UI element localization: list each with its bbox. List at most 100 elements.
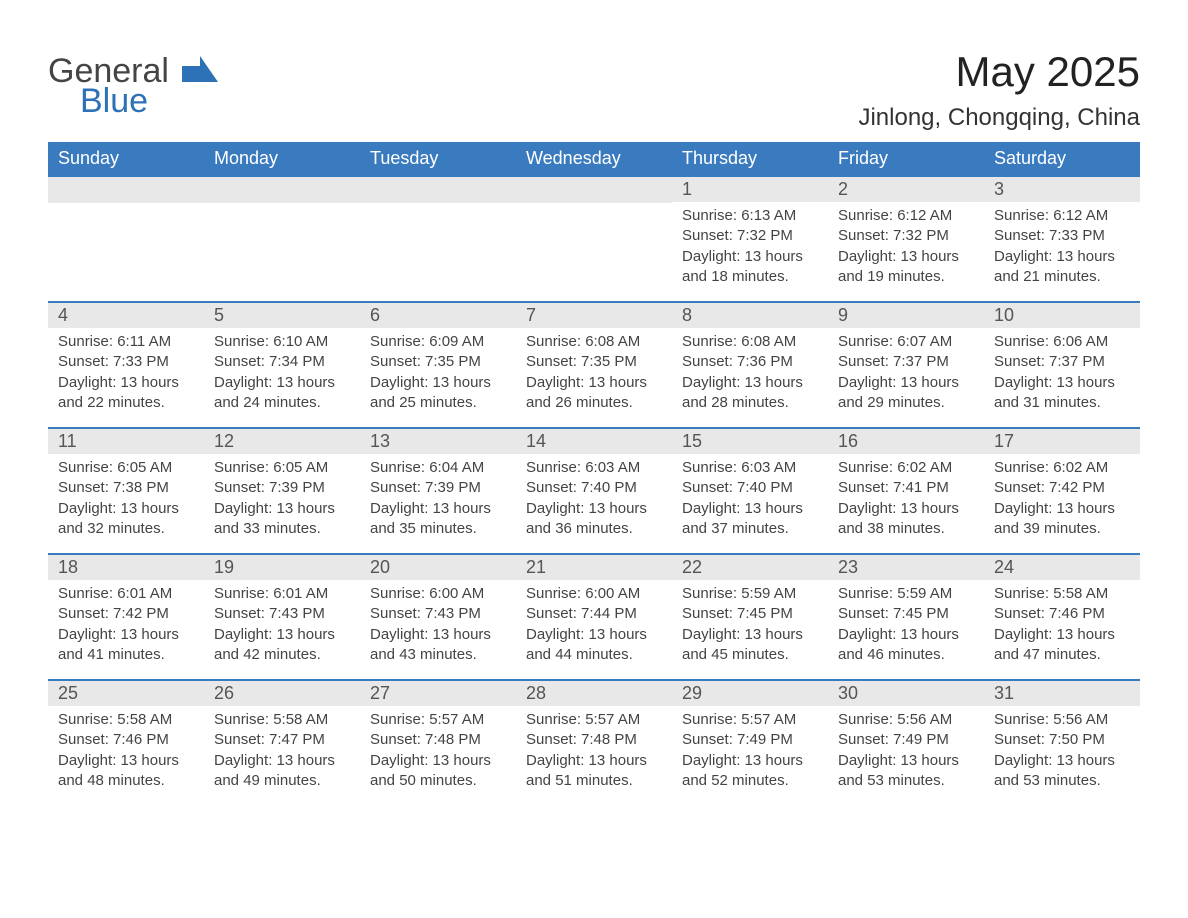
sunrise-line: Sunrise: 5:58 AM xyxy=(994,584,1130,604)
day-number: 15 xyxy=(672,429,828,454)
sunset-line: Sunset: 7:46 PM xyxy=(994,604,1130,624)
day-data: Sunrise: 6:01 AMSunset: 7:43 PMDaylight:… xyxy=(204,580,360,675)
calendar-week-row: 25Sunrise: 5:58 AMSunset: 7:46 PMDayligh… xyxy=(48,680,1140,806)
day-number: 29 xyxy=(672,681,828,706)
sunset-line: Sunset: 7:44 PM xyxy=(526,604,662,624)
day-data: Sunrise: 5:59 AMSunset: 7:45 PMDaylight:… xyxy=(672,580,828,675)
calendar-day-cell: 7Sunrise: 6:08 AMSunset: 7:35 PMDaylight… xyxy=(516,302,672,428)
day-number: 17 xyxy=(984,429,1140,454)
daylight-line: Daylight: 13 hours and 21 minutes. xyxy=(994,247,1130,288)
calendar-week-row: 1Sunrise: 6:13 AMSunset: 7:32 PMDaylight… xyxy=(48,176,1140,302)
calendar-day-cell: 24Sunrise: 5:58 AMSunset: 7:46 PMDayligh… xyxy=(984,554,1140,680)
calendar-day-cell: 18Sunrise: 6:01 AMSunset: 7:42 PMDayligh… xyxy=(48,554,204,680)
calendar-day-cell: 3Sunrise: 6:12 AMSunset: 7:33 PMDaylight… xyxy=(984,176,1140,302)
day-data: Sunrise: 5:57 AMSunset: 7:49 PMDaylight:… xyxy=(672,706,828,801)
calendar-day-cell: 1Sunrise: 6:13 AMSunset: 7:32 PMDaylight… xyxy=(672,176,828,302)
day-data: Sunrise: 5:58 AMSunset: 7:46 PMDaylight:… xyxy=(984,580,1140,675)
weekday-header-row: Sunday Monday Tuesday Wednesday Thursday… xyxy=(48,142,1140,176)
sunrise-line: Sunrise: 5:59 AM xyxy=(682,584,818,604)
weekday-header: Monday xyxy=(204,142,360,176)
day-data: Sunrise: 6:12 AMSunset: 7:33 PMDaylight:… xyxy=(984,202,1140,297)
daylight-line: Daylight: 13 hours and 53 minutes. xyxy=(994,751,1130,792)
calendar-day-cell: 26Sunrise: 5:58 AMSunset: 7:47 PMDayligh… xyxy=(204,680,360,806)
sunrise-line: Sunrise: 6:06 AM xyxy=(994,332,1130,352)
calendar-day-cell: 12Sunrise: 6:05 AMSunset: 7:39 PMDayligh… xyxy=(204,428,360,554)
sunset-line: Sunset: 7:35 PM xyxy=(526,352,662,372)
calendar-day-cell: 11Sunrise: 6:05 AMSunset: 7:38 PMDayligh… xyxy=(48,428,204,554)
weekday-header: Friday xyxy=(828,142,984,176)
daylight-line: Daylight: 13 hours and 36 minutes. xyxy=(526,499,662,540)
day-number-empty xyxy=(516,177,672,203)
daylight-line: Daylight: 13 hours and 32 minutes. xyxy=(58,499,194,540)
sunset-line: Sunset: 7:39 PM xyxy=(370,478,506,498)
calendar-day-cell: 4Sunrise: 6:11 AMSunset: 7:33 PMDaylight… xyxy=(48,302,204,428)
sunrise-line: Sunrise: 6:01 AM xyxy=(214,584,350,604)
calendar-day-cell: 22Sunrise: 5:59 AMSunset: 7:45 PMDayligh… xyxy=(672,554,828,680)
weekday-header: Tuesday xyxy=(360,142,516,176)
day-number-empty xyxy=(204,177,360,203)
calendar-day-cell: 10Sunrise: 6:06 AMSunset: 7:37 PMDayligh… xyxy=(984,302,1140,428)
sunrise-line: Sunrise: 5:57 AM xyxy=(682,710,818,730)
sunset-line: Sunset: 7:42 PM xyxy=(58,604,194,624)
calendar-day-cell xyxy=(516,176,672,302)
calendar-day-cell xyxy=(204,176,360,302)
day-number: 12 xyxy=(204,429,360,454)
day-number: 2 xyxy=(828,177,984,202)
sunset-line: Sunset: 7:35 PM xyxy=(370,352,506,372)
daylight-line: Daylight: 13 hours and 48 minutes. xyxy=(58,751,194,792)
daylight-line: Daylight: 13 hours and 38 minutes. xyxy=(838,499,974,540)
day-data: Sunrise: 6:02 AMSunset: 7:42 PMDaylight:… xyxy=(984,454,1140,549)
day-number: 26 xyxy=(204,681,360,706)
sunrise-line: Sunrise: 6:02 AM xyxy=(994,458,1130,478)
calendar-week-row: 11Sunrise: 6:05 AMSunset: 7:38 PMDayligh… xyxy=(48,428,1140,554)
sunset-line: Sunset: 7:49 PM xyxy=(838,730,974,750)
day-number: 10 xyxy=(984,303,1140,328)
day-data: Sunrise: 6:03 AMSunset: 7:40 PMDaylight:… xyxy=(672,454,828,549)
day-number: 30 xyxy=(828,681,984,706)
daylight-line: Daylight: 13 hours and 53 minutes. xyxy=(838,751,974,792)
sunrise-line: Sunrise: 6:12 AM xyxy=(838,206,974,226)
calendar-day-cell: 9Sunrise: 6:07 AMSunset: 7:37 PMDaylight… xyxy=(828,302,984,428)
sunset-line: Sunset: 7:32 PM xyxy=(682,226,818,246)
sunset-line: Sunset: 7:48 PM xyxy=(526,730,662,750)
sunset-line: Sunset: 7:34 PM xyxy=(214,352,350,372)
sunrise-line: Sunrise: 5:57 AM xyxy=(526,710,662,730)
sunrise-line: Sunrise: 6:10 AM xyxy=(214,332,350,352)
day-data: Sunrise: 6:12 AMSunset: 7:32 PMDaylight:… xyxy=(828,202,984,297)
daylight-line: Daylight: 13 hours and 25 minutes. xyxy=(370,373,506,414)
sunset-line: Sunset: 7:39 PM xyxy=(214,478,350,498)
calendar-day-cell: 19Sunrise: 6:01 AMSunset: 7:43 PMDayligh… xyxy=(204,554,360,680)
sunrise-line: Sunrise: 5:57 AM xyxy=(370,710,506,730)
sunset-line: Sunset: 7:50 PM xyxy=(994,730,1130,750)
day-data: Sunrise: 6:06 AMSunset: 7:37 PMDaylight:… xyxy=(984,328,1140,423)
sunrise-line: Sunrise: 6:05 AM xyxy=(214,458,350,478)
calendar-body: 1Sunrise: 6:13 AMSunset: 7:32 PMDaylight… xyxy=(48,176,1140,806)
day-data: Sunrise: 6:03 AMSunset: 7:40 PMDaylight:… xyxy=(516,454,672,549)
sunset-line: Sunset: 7:36 PM xyxy=(682,352,818,372)
sunset-line: Sunset: 7:46 PM xyxy=(58,730,194,750)
day-data: Sunrise: 6:04 AMSunset: 7:39 PMDaylight:… xyxy=(360,454,516,549)
sunset-line: Sunset: 7:47 PM xyxy=(214,730,350,750)
calendar-day-cell: 25Sunrise: 5:58 AMSunset: 7:46 PMDayligh… xyxy=(48,680,204,806)
day-data: Sunrise: 6:11 AMSunset: 7:33 PMDaylight:… xyxy=(48,328,204,423)
day-number: 18 xyxy=(48,555,204,580)
calendar-day-cell: 2Sunrise: 6:12 AMSunset: 7:32 PMDaylight… xyxy=(828,176,984,302)
sunrise-line: Sunrise: 6:08 AM xyxy=(682,332,818,352)
day-number: 5 xyxy=(204,303,360,328)
day-number: 14 xyxy=(516,429,672,454)
sunset-line: Sunset: 7:48 PM xyxy=(370,730,506,750)
daylight-line: Daylight: 13 hours and 24 minutes. xyxy=(214,373,350,414)
day-number: 21 xyxy=(516,555,672,580)
daylight-line: Daylight: 13 hours and 18 minutes. xyxy=(682,247,818,288)
day-data: Sunrise: 6:07 AMSunset: 7:37 PMDaylight:… xyxy=(828,328,984,423)
day-number: 20 xyxy=(360,555,516,580)
day-data: Sunrise: 5:56 AMSunset: 7:50 PMDaylight:… xyxy=(984,706,1140,801)
sunrise-line: Sunrise: 6:03 AM xyxy=(526,458,662,478)
calendar-day-cell: 13Sunrise: 6:04 AMSunset: 7:39 PMDayligh… xyxy=(360,428,516,554)
weekday-header: Wednesday xyxy=(516,142,672,176)
calendar-day-cell: 21Sunrise: 6:00 AMSunset: 7:44 PMDayligh… xyxy=(516,554,672,680)
sunset-line: Sunset: 7:42 PM xyxy=(994,478,1130,498)
page-header: General Blue May 2025 Jinlong, Chongqing… xyxy=(48,48,1140,132)
daylight-line: Daylight: 13 hours and 51 minutes. xyxy=(526,751,662,792)
day-data: Sunrise: 6:00 AMSunset: 7:43 PMDaylight:… xyxy=(360,580,516,675)
